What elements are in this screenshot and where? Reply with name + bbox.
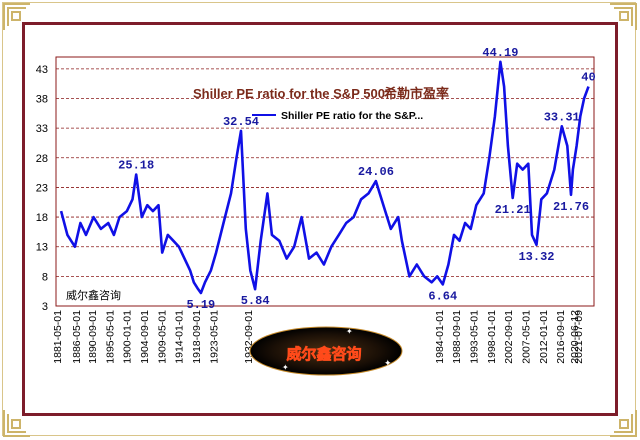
logo-ring (249, 326, 403, 376)
x-axis: 1881-05-01 1886-05-01 1890-09-01 1895-05-01… (52, 310, 585, 364)
x-tick-label: 1895-05-01 (104, 310, 116, 364)
x-tick-label: 2021-07-09 (573, 310, 585, 364)
x-tick-label: 2016-09-01 (555, 310, 567, 364)
data-label: 5.19 (186, 298, 215, 312)
watermark: 威尔鑫咨询 (66, 288, 121, 302)
sparkle-icon: ✦ (346, 327, 353, 336)
data-labels: 25.18 5.19 32.54 5.84 24.06 6.64 44.19 21.21 13.… (118, 46, 596, 312)
chart-title: Shiller PE ratio for the S&P 500 希勒市盈率 (193, 86, 449, 102)
data-label: 13.32 (518, 250, 554, 264)
outer-frame (2, 2, 636, 436)
data-label: 21.21 (495, 203, 531, 217)
data-label: 5.84 (241, 294, 270, 308)
data-label: 44.19 (482, 46, 518, 60)
x-tick-label: 2002-09-01 (503, 310, 515, 364)
y-tick-label: 28 (36, 153, 48, 165)
x-tick-label: 2020-06-12 (569, 310, 581, 364)
y-tick-label: 18 (36, 212, 48, 224)
x-tick-label: 1988-09-01 (451, 310, 463, 364)
x-tick-label: 1881-05-01 (52, 310, 64, 364)
data-label: 25.18 (118, 159, 154, 173)
y-tick-label: 33 (36, 123, 48, 135)
y-tick-label: 3 (42, 301, 48, 313)
y-tick-label: 38 (36, 94, 48, 106)
x-tick-label: 1984-01-01 (434, 310, 446, 364)
series-line (59, 60, 590, 295)
sparkle-icon: ✦ (282, 363, 289, 372)
y-tick-label: 13 (36, 242, 48, 254)
x-tick-label: 1909-05-01 (156, 310, 168, 364)
logo-text: 威尔鑫咨询 (286, 345, 361, 363)
chart-title-en: Shiller PE ratio for the S&P 500 (193, 86, 385, 101)
y-tick-label: 8 (42, 271, 48, 283)
x-tick-label: 1914-01-01 (174, 310, 186, 364)
data-label: 33.31 (544, 110, 580, 124)
chart-title-cn: 希勒市盈率 (384, 86, 449, 102)
data-label: 6.64 (428, 289, 457, 303)
x-tick-label: 1923-05-01 (208, 310, 220, 364)
data-label: 32.54 (223, 115, 259, 129)
x-tick-label: 1904-09-01 (139, 310, 151, 364)
ornament-corner-icon (610, 410, 637, 437)
y-tick-label: 43 (36, 64, 48, 76)
x-tick-label: 1890-09-01 (87, 310, 99, 364)
legend: Shiller PE ratio for the S&P... (252, 110, 423, 122)
data-label: 21.76 (553, 200, 589, 214)
ornament-corner-icon (610, 3, 637, 30)
y-tick-label: 23 (36, 182, 48, 194)
x-tick-label: 1993-05-01 (469, 310, 481, 364)
x-tick-label: 2007-05-01 (521, 310, 533, 364)
x-tick-label: 1886-05-01 (71, 310, 83, 364)
x-tick-label: 1900-01-01 (122, 310, 134, 364)
sparkle-icon: ✦ (264, 328, 272, 338)
ornament-corner-icon (3, 3, 30, 30)
legend-label: Shiller PE ratio for the S&P... (281, 110, 423, 122)
ornament-corner-icon (3, 410, 30, 437)
brand-logo: ✦ ✦ ✦ ✦ 威尔鑫咨询 (249, 326, 403, 376)
x-tick-label: 1918-09-01 (191, 310, 203, 364)
x-tick-label: 2012-01-01 (538, 310, 550, 364)
data-label: 24.06 (358, 165, 394, 179)
logo-background (250, 327, 402, 375)
data-label: 40 (581, 71, 595, 85)
x-tick-label: 1998-01-01 (486, 310, 498, 364)
sparkle-icon: ✦ (384, 359, 392, 369)
